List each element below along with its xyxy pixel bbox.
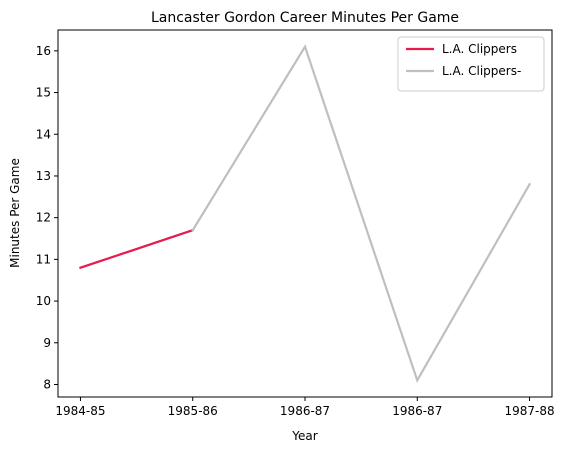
y-tick-label: 14 [36, 127, 51, 141]
x-tick-label: 1986-87 [280, 404, 330, 418]
y-tick-label: 15 [36, 86, 51, 100]
x-tick-label: 1987-88 [504, 404, 554, 418]
y-tick-label: 8 [43, 377, 51, 391]
y-tick-label: 12 [36, 211, 51, 225]
legend-label-1: L.A. Clippers- [442, 64, 521, 78]
y-axis-label: Minutes Per Game [8, 158, 22, 268]
y-tick-label: 16 [36, 44, 51, 58]
y-axis: 8 9 10 11 12 13 14 15 16 [36, 44, 58, 391]
y-tick-label: 11 [36, 252, 51, 266]
x-tick-label: 1986-87 [392, 404, 442, 418]
y-tick-label: 10 [36, 294, 51, 308]
x-axis: 1984-851985-861986-871986-871987-88Caree… [55, 397, 555, 418]
series-line-0 [79, 228, 195, 270]
y-tick-label: 13 [36, 169, 51, 183]
legend-label-0: L.A. Clippers [442, 42, 517, 56]
y-tick-label: 9 [43, 336, 51, 350]
series-line-1 [191, 44, 532, 383]
x-tick-label: 1984-85 [55, 404, 105, 418]
legend: L.A. Clippers L.A. Clippers- [397, 36, 545, 92]
series-layer [79, 44, 532, 383]
x-axis-label: Year [291, 429, 317, 443]
legend-box [397, 36, 545, 92]
x-tick-label: 1985-86 [168, 404, 218, 418]
chart-title: Lancaster Gordon Career Minutes Per Game [151, 10, 459, 26]
